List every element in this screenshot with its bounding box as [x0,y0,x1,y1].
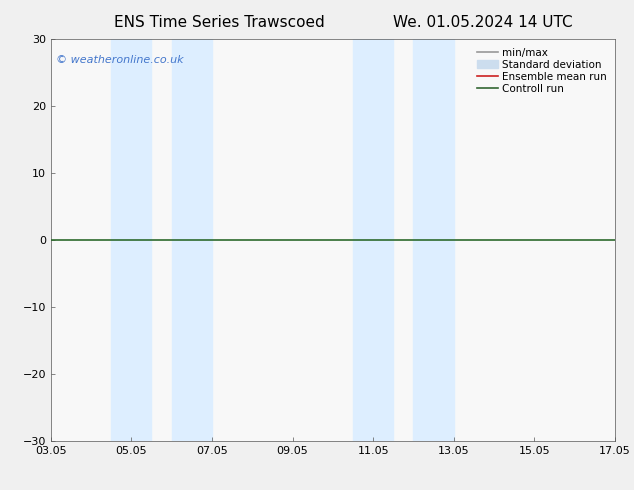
Bar [413,39,454,441]
Text: ENS Time Series Trawscoed: ENS Time Series Trawscoed [114,15,325,30]
Bar [111,39,152,441]
Legend: min/max, Standard deviation, Ensemble mean run, Controll run: min/max, Standard deviation, Ensemble me… [474,45,610,97]
Bar [353,39,393,441]
Text: We. 01.05.2024 14 UTC: We. 01.05.2024 14 UTC [393,15,573,30]
Text: © weatheronline.co.uk: © weatheronline.co.uk [56,55,184,65]
Bar [172,39,212,441]
